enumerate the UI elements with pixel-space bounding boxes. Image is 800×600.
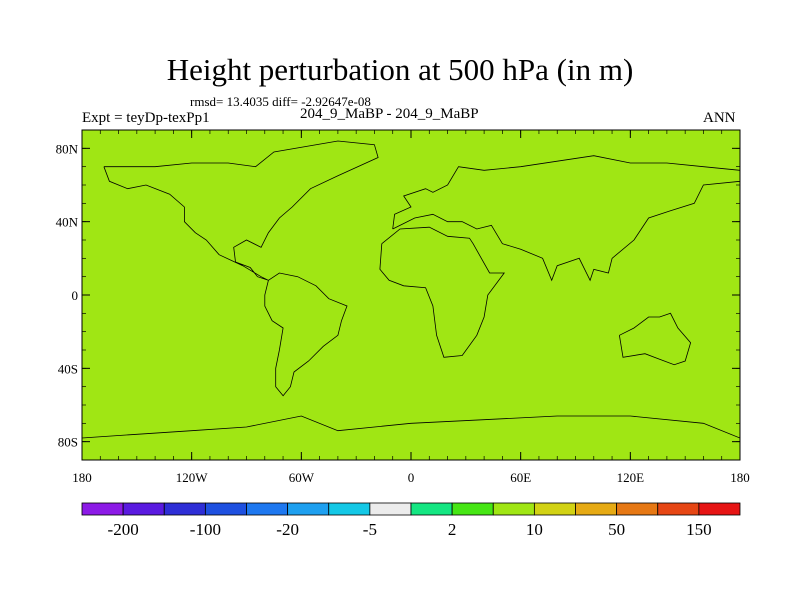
colorbar-swatch-7: [369, 502, 412, 516]
field-region-0: [82, 130, 740, 460]
chart-title: Height perturbation at 500 hPa (in m): [166, 52, 634, 87]
colorbar-swatch-15: [698, 502, 741, 516]
coastline-5: [82, 415, 740, 439]
x-tick-label-3: 0: [408, 470, 415, 485]
colorbar: -200 -100 -20 -5 2 10 50 150: [81, 502, 741, 539]
y-tick-label-4: 80S: [58, 435, 78, 450]
colorbar-swatch-11: [533, 502, 576, 516]
x-tick-label-2: 60W: [289, 470, 315, 485]
axis-layer: 180 120W 60W 0 60E 120E 180 80N 40N 0 40S 80S: [56, 130, 750, 485]
coastline-0: [103, 140, 379, 281]
center-label: 204_9_MaBP - 204_9_MaBP: [300, 106, 479, 122]
colorbar-swatch-13: [616, 502, 659, 516]
coastline-3: [392, 155, 740, 282]
colorbar-swatch-12: [575, 502, 618, 516]
colorbar-swatch-5: [287, 502, 330, 516]
x-tick-label-1: 120W: [176, 470, 209, 485]
colorbar-label-3: -5: [363, 520, 377, 539]
colorbar-swatch-8: [410, 502, 453, 516]
x-tick-label-4: 60E: [510, 470, 531, 485]
colorbar-label-0: -200: [108, 520, 139, 539]
coastline-2: [379, 226, 505, 358]
colorbar-label-1: -100: [190, 520, 221, 539]
colorbar-swatch-4: [246, 502, 289, 516]
y-tick-label-0: 80N: [56, 141, 79, 156]
x-tick-label-0: 180: [72, 470, 92, 485]
x-tick-label-5: 120E: [617, 470, 645, 485]
colorbar-swatch-0: [81, 502, 124, 516]
field-layer: [82, 130, 740, 460]
left-label: Expt = teyDp-texPp1: [82, 110, 210, 126]
colorbar-swatch-1: [122, 502, 165, 516]
colorbar-swatch-2: [163, 502, 206, 516]
right-label: ANN: [703, 110, 736, 126]
colorbar-swatch-3: [204, 502, 247, 516]
colorbar-swatch-14: [657, 502, 700, 516]
y-tick-label-3: 40S: [58, 361, 78, 376]
chart-subtitle: rmsd= 13.4035 diff= -2.92647e-08: [190, 94, 371, 109]
y-tick-label-1: 40N: [56, 215, 79, 230]
colorbar-label-4: 2: [448, 520, 457, 539]
colorbar-label-6: 50: [608, 520, 625, 539]
coastline-1: [264, 272, 348, 397]
colorbar-swatch-10: [492, 502, 535, 516]
x-tick-label-6: 180: [730, 470, 750, 485]
colorbar-label-2: -20: [276, 520, 299, 539]
colorbar-label-5: 10: [526, 520, 543, 539]
coastline-4: [619, 312, 692, 366]
colorbar-label-7: 150: [686, 520, 712, 539]
y-tick-label-2: 0: [72, 288, 79, 303]
colorbar-swatch-9: [451, 502, 494, 516]
coastline-layer: [82, 140, 740, 439]
colorbar-swatch-6: [328, 502, 371, 516]
